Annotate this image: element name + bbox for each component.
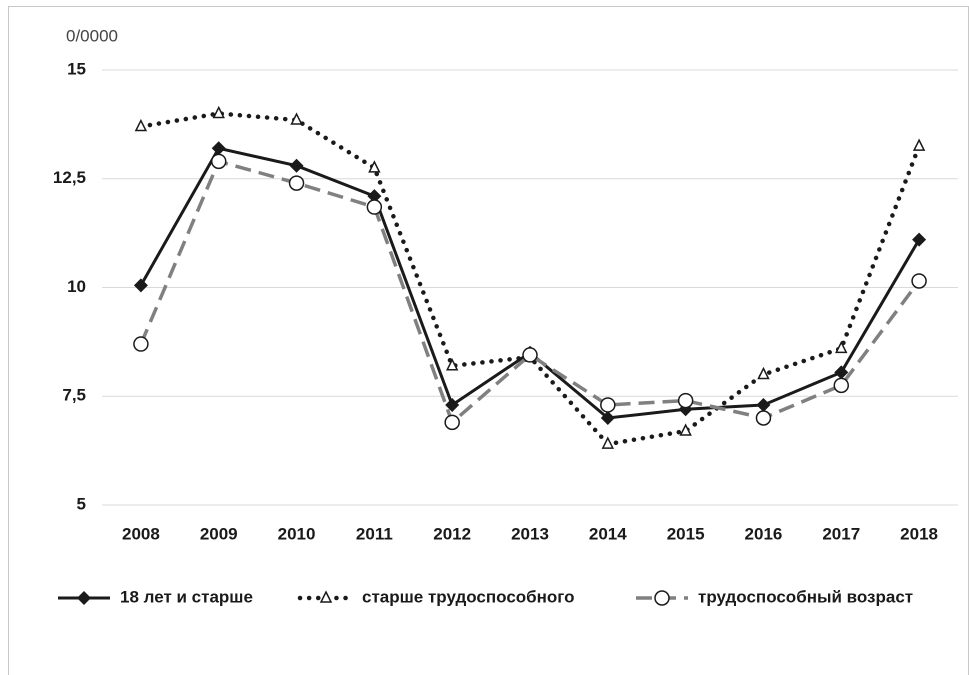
x-tick-label: 2012 (433, 524, 471, 543)
marker-diamond (133, 278, 148, 293)
marker-circle (654, 590, 670, 606)
marker-triangle (445, 358, 459, 371)
y-tick-label: 5 (77, 494, 86, 513)
marker-circle (210, 153, 227, 170)
marker-triangle (368, 160, 381, 173)
marker-diamond (445, 397, 460, 412)
marker-diamond (211, 141, 226, 156)
marker-diamond (756, 397, 771, 412)
marker-diamond (289, 158, 304, 173)
legend-label: старше трудоспособного (362, 587, 575, 606)
legend-label: 18 лет и старше (120, 587, 253, 606)
marker-circle (133, 336, 149, 352)
marker-triangle (319, 590, 333, 603)
marker-circle (366, 199, 383, 215)
y-tick-label: 15 (67, 59, 86, 78)
unit-label: 0/0000 (66, 26, 118, 45)
y-tick-label: 7,5 (62, 386, 86, 405)
x-tick-label: 2013 (511, 524, 549, 543)
x-tick-label: 2016 (745, 524, 783, 543)
marker-diamond (834, 365, 849, 380)
x-tick-label: 2009 (200, 524, 238, 543)
x-tick-label: 2018 (900, 524, 938, 543)
marker-circle (911, 273, 927, 289)
marker-diamond (912, 232, 927, 247)
legend-label: трудоспособный возраст (698, 587, 913, 606)
x-tick-label: 2014 (589, 524, 627, 543)
x-tick-label: 2010 (278, 524, 316, 543)
marker-triangle (912, 138, 926, 151)
marker-triangle (835, 340, 848, 354)
marker-circle (288, 175, 305, 191)
x-tick-label: 2017 (822, 524, 860, 543)
frame (8, 6, 969, 675)
marker-circle (677, 392, 694, 409)
x-tick-label: 2008 (122, 524, 160, 543)
marker-triangle (212, 105, 225, 119)
marker-triangle (290, 112, 303, 125)
marker-circle (755, 410, 772, 426)
series-line (139, 146, 921, 420)
marker-triangle (757, 366, 770, 380)
series-line (139, 159, 921, 426)
marker-triangle (601, 436, 615, 449)
y-tick-label: 10 (67, 277, 86, 296)
marker-circle (600, 397, 616, 413)
marker-circle (444, 414, 460, 431)
y-tick-label: 12,5 (53, 168, 86, 187)
marker-diamond (367, 189, 382, 204)
marker-circle (833, 377, 850, 394)
marker-triangle (134, 118, 148, 132)
marker-diamond (77, 591, 91, 605)
series-line (138, 111, 922, 447)
x-tick-label: 2015 (667, 524, 705, 543)
marker-triangle (679, 423, 692, 436)
marker-circle (522, 347, 538, 363)
marker-diamond (600, 411, 615, 425)
x-tick-label: 2011 (356, 524, 393, 543)
